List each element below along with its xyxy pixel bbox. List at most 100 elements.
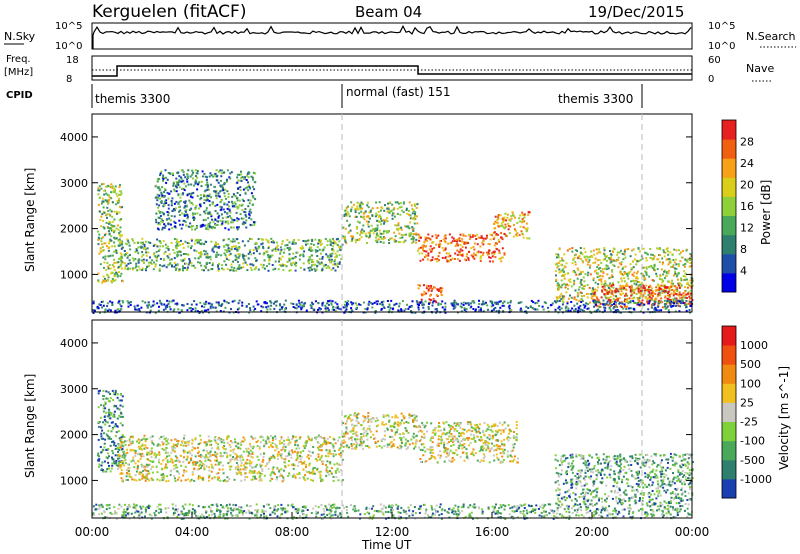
power-cell [597,264,600,266]
power-cell [281,264,284,267]
velocity-cell [263,445,266,448]
velocity-cell [231,441,234,444]
power-cell [408,305,411,308]
velocity-cell [256,455,259,458]
velocity-cell [240,464,243,467]
velocity-cell [249,443,252,445]
velocity-cell [220,454,223,457]
velocity-cell [136,453,139,456]
power-cell [344,300,347,303]
power-cell [355,227,358,230]
power-cell [461,249,464,252]
velocity-cell [113,404,116,407]
power-cell [682,292,685,295]
power-cell [606,296,609,299]
power-cell [656,247,659,250]
velocity-cell [254,465,257,468]
power-cell [413,222,416,225]
velocity-cell [282,479,285,481]
power-cell [667,301,670,304]
power-cell [267,247,270,249]
power-cell [621,252,624,255]
power-cell [487,308,490,311]
power-cell [254,243,257,245]
power-cell [521,232,524,235]
velocity-cell [190,457,193,460]
velocity-cell [206,451,209,454]
power-cell [653,308,656,311]
power-cell [223,171,226,174]
power-cell [560,292,563,295]
power-cell [375,300,378,303]
power-cell [636,260,639,263]
power-cell [176,251,179,254]
power-cell [651,290,654,293]
power-cell [159,264,161,267]
velocity-cell [202,476,205,479]
velocity-cell [171,461,174,464]
power-cell [107,279,109,282]
power-cell [354,241,357,244]
power-cell [652,295,654,297]
power-cell [400,309,403,312]
power-cell [594,294,597,297]
power-cell [473,301,476,304]
power-cell [605,264,608,267]
power-cell [126,252,129,255]
velocity-cell [141,448,143,451]
power-cell [647,300,650,303]
power-cell [562,259,565,262]
power-cell [569,281,572,283]
power-cell [297,305,300,308]
velocity-cell [217,478,219,481]
power-cell [416,203,419,206]
power-cell [385,230,388,233]
power-cell [474,308,477,311]
power-cell [257,268,260,271]
power-cell [107,276,110,279]
power-cell [184,200,187,203]
velocity-cell [228,478,231,480]
power-cell [432,297,435,300]
power-cell [329,244,332,247]
power-cell [141,269,144,271]
power-cell [343,311,346,314]
power-cell [371,306,374,309]
velocity-cell [123,436,126,438]
power-cell [637,247,640,249]
velocity-cell [120,443,123,446]
velocity-cell [116,468,119,470]
power-cell [647,308,650,311]
power-cell [175,200,178,203]
power-cell [358,221,361,224]
power-cell [592,277,595,280]
power-cell [449,258,452,261]
power-cell [165,199,168,202]
power-cell [150,263,153,265]
power-cell [516,221,519,224]
power-cell [260,305,263,308]
power-cell [605,297,608,300]
velocity-cell [262,455,265,458]
power-cell [465,255,468,258]
velocity-cell [157,458,160,461]
power-cell [393,207,396,210]
power-cell [314,269,317,272]
power-cell [240,173,243,176]
velocity-cell [151,435,154,438]
velocity-cell [159,444,162,447]
power-cell [220,206,223,209]
power-cell [159,172,162,175]
velocity-cell [319,476,322,479]
power-cell [216,203,219,206]
velocity-cell [116,393,119,396]
power-cell [205,207,208,210]
power-cell [252,221,255,224]
power-colorbar-tick: 20 [740,179,754,192]
velocity-cell [271,445,274,448]
power-cell [106,213,109,216]
power-cell [312,308,315,311]
power-cell [141,300,144,303]
velocity-cell [323,437,326,439]
power-cell [237,226,240,229]
